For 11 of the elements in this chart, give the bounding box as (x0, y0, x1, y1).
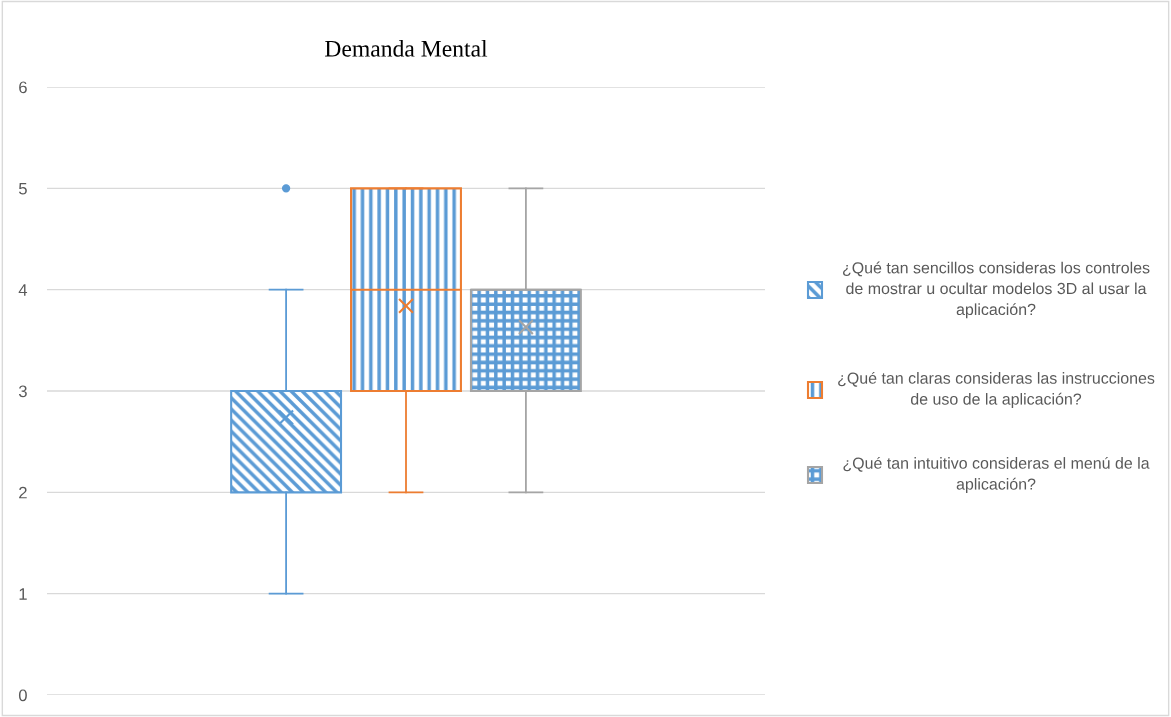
y-tick-label: 0 (18, 689, 27, 702)
y-tick-label: 3 (18, 385, 27, 398)
chart-title: Demanda Mental (325, 40, 488, 57)
y-tick-label: 5 (18, 182, 27, 195)
legend-label: ¿Qué tan sencillos consideras los controles de mostrar u ocultar modelos 3D al usar la aplicación? (843, 261, 1150, 319)
y-tick-label: 4 (18, 284, 28, 296)
y-tick-label: 2 (19, 486, 27, 499)
legend-label: ¿Qué tan intuitivo consideras el menú de la aplicación? (843, 456, 1150, 493)
y-tick-label: 6 (19, 81, 27, 94)
y-tick-label: 1 (19, 588, 27, 600)
legend-label: ¿Qué tan claras consideras las instrucciones de uso de la aplicación? (838, 371, 1155, 408)
